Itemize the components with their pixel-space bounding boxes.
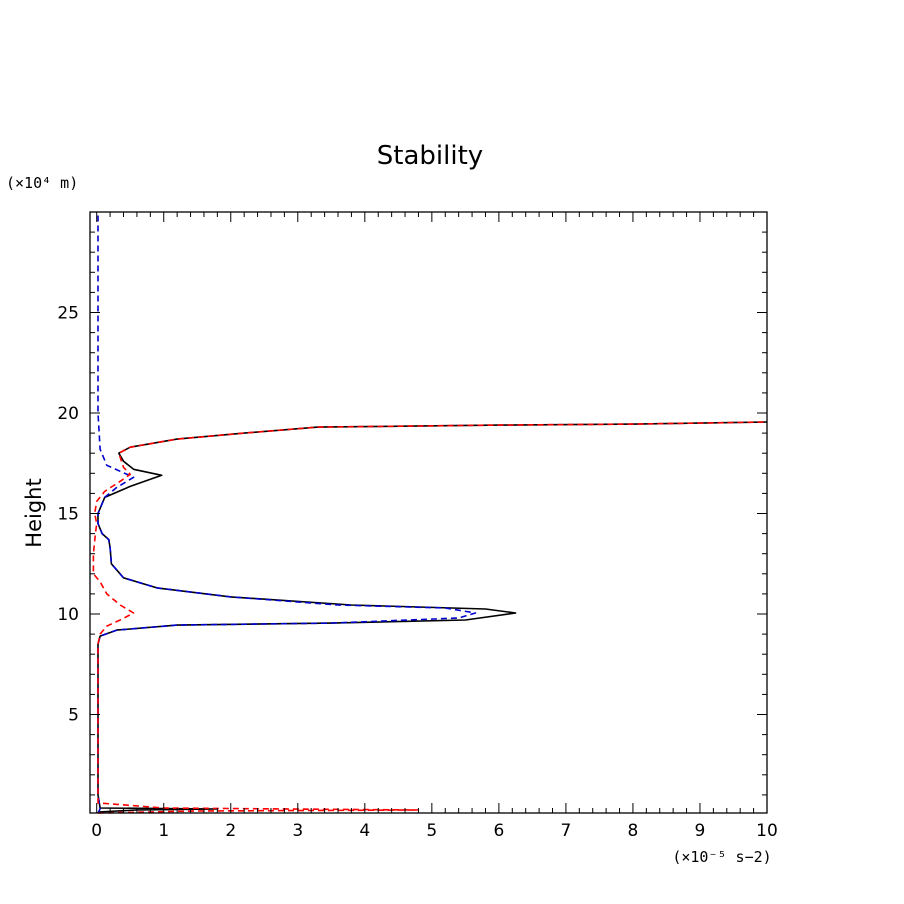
y-tick-label: 25 <box>57 304 79 324</box>
ticks-layer: 0 1 2 3 4 5 6 7 8 9 10 5 10 15 20 25 <box>57 212 778 841</box>
x-tick-label: 6 <box>493 821 504 841</box>
x-tick-label: 9 <box>695 821 706 841</box>
x-tick-label: 3 <box>292 821 303 841</box>
x-tick-label: 4 <box>359 821 370 841</box>
x-tick-label: 8 <box>628 821 639 841</box>
x-unit-label: (×10⁻⁵ s−2) <box>672 848 771 866</box>
y-tick-label: 10 <box>57 605 79 625</box>
plot-frame <box>89 211 768 814</box>
series-layer <box>92 212 768 814</box>
series-line-0 <box>97 421 768 813</box>
x-tick-label: 5 <box>426 821 437 841</box>
y-tick-label: 20 <box>57 404 79 424</box>
chart-title: Stability <box>377 141 483 171</box>
y-unit-label: (×10⁴ m) <box>6 174 78 192</box>
y-tick-label: 15 <box>57 505 79 525</box>
x-tick-label: 10 <box>756 821 778 841</box>
x-tick-label: 1 <box>158 821 169 841</box>
y-tick-label: 5 <box>68 706 79 726</box>
series-line-1 <box>97 212 477 814</box>
x-tick-label: 0 <box>91 821 102 841</box>
x-tick-label: 2 <box>225 821 236 841</box>
y-axis-label: Height <box>22 478 46 547</box>
series-line-2 <box>92 421 768 814</box>
x-tick-label: 7 <box>560 821 571 841</box>
